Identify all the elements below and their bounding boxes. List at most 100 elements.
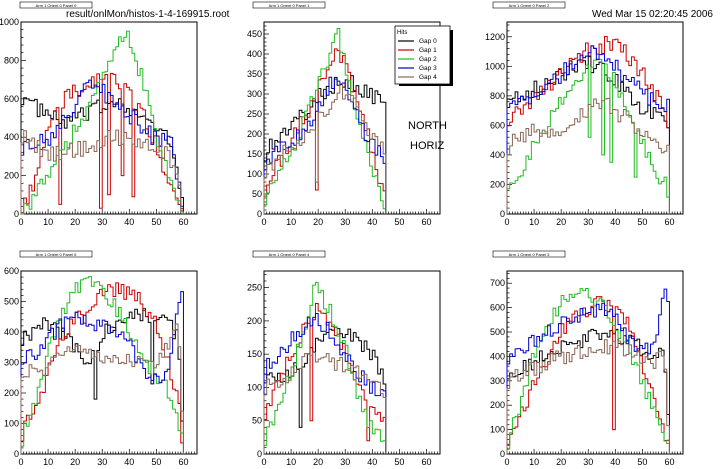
x-tick-label: 50	[394, 457, 404, 467]
series-gap-2	[263, 281, 387, 454]
x-tick-label: 50	[151, 457, 161, 467]
series-gap-3	[506, 45, 670, 214]
y-tick-label: 400	[490, 351, 505, 361]
series-gap-3	[506, 288, 670, 454]
series-gap-1	[506, 296, 670, 454]
y-tick-label: 300	[490, 376, 505, 386]
x-tick-label: 60	[178, 217, 188, 227]
plot-frame	[20, 270, 198, 455]
series-gap-3	[263, 76, 387, 214]
x-tick-label: 40	[610, 217, 620, 227]
y-tick-label: 0	[500, 449, 505, 459]
y-tick-label: 500	[4, 297, 19, 307]
x-tick-label: 60	[178, 457, 188, 467]
y-tick-label: 1000	[0, 17, 19, 27]
series-gap-2	[263, 28, 387, 214]
y-tick-label: 350	[247, 69, 262, 79]
series-gap-3	[20, 79, 184, 214]
x-tick-label: 0	[18, 217, 23, 227]
x-tick-label: 50	[637, 217, 647, 227]
panel-2: Arm 1 Orient 0 Panel 20 10 20 30 40 50 6002004…	[485, 1, 684, 227]
y-tick-label: 0	[500, 209, 505, 219]
panel-title: Arm 1 Orient 0 Panel 2	[492, 1, 566, 9]
x-tick-label: 20	[70, 457, 80, 467]
y-tick-label: 600	[490, 120, 505, 130]
y-tick-label: 300	[247, 89, 262, 99]
panel-title: Arm 1 Orient 0 Panel 3	[492, 250, 566, 258]
x-tick-label: 60	[421, 457, 431, 467]
legend-entry: Gap 4	[419, 74, 437, 81]
series-gap-2	[20, 276, 184, 454]
plot-frame	[506, 21, 684, 215]
x-tick-label: 10	[43, 217, 53, 227]
y-tick-label: 100	[4, 419, 19, 429]
north-label: NORTH	[408, 120, 447, 132]
y-tick-label: 600	[4, 266, 19, 276]
panel-title-text: Arm 1 Orient 0 Panel 2	[509, 3, 550, 8]
x-tick-label: 40	[124, 217, 134, 227]
series-gap-0	[263, 75, 387, 214]
y-tick-label: 800	[4, 55, 19, 65]
y-tick-label: 700	[490, 278, 505, 288]
x-tick-label: 40	[124, 457, 134, 467]
x-tick-label: 30	[340, 217, 350, 227]
x-tick-label: 10	[529, 457, 539, 467]
y-tick-label: 800	[490, 91, 505, 101]
x-tick-label: 0	[261, 217, 266, 227]
series-gap-1	[20, 282, 184, 454]
x-tick-label: 60	[421, 217, 431, 227]
y-tick-label: 0	[14, 209, 19, 219]
series-gap-0	[263, 326, 387, 454]
x-tick-label: 20	[70, 217, 80, 227]
y-tick-label: 250	[247, 283, 262, 293]
timestamp: Wed Mar 15 02:20:45 2006	[591, 9, 713, 20]
x-tick-label: 10	[286, 217, 296, 227]
x-tick-label: 10	[43, 457, 53, 467]
x-tick-label: 50	[394, 217, 404, 227]
panel-title-text: Arm 1 Orient 0 Panel 3	[509, 252, 550, 257]
panel-title-text: Arm 1 Orient 0 Panel 1	[269, 3, 310, 8]
panel-3: Arm 1 Orient 0 Panel 50 10 20 30 40 50 6001002…	[4, 250, 198, 467]
series-gap-4	[263, 351, 387, 454]
y-tick-label: 500	[490, 327, 505, 337]
y-tick-label: 200	[247, 316, 262, 326]
x-tick-label: 40	[367, 457, 377, 467]
panel-title-text: Arm 1 Orient 0 Panel 0	[36, 3, 77, 8]
series-gap-4	[506, 97, 670, 214]
x-tick-label: 10	[286, 457, 296, 467]
y-tick-label: 1000	[485, 61, 505, 71]
series-gap-3	[263, 312, 387, 454]
x-tick-label: 0	[504, 457, 509, 467]
x-tick-label: 60	[664, 457, 674, 467]
panel-1: Arm 1 Orient 0 Panel 1 0 10 20 30 40 50 60 0 50 10…	[247, 1, 441, 227]
y-tick-label: 400	[490, 150, 505, 160]
y-tick-label: 1200	[485, 32, 505, 42]
y-tick-label: 200	[490, 179, 505, 189]
legend-title: Hits	[397, 30, 407, 36]
x-tick-label: 30	[97, 457, 107, 467]
series-gap-1	[263, 303, 387, 454]
x-tick-label: 0	[504, 217, 509, 227]
x-tick-label: 10	[529, 217, 539, 227]
plot-frame	[263, 270, 441, 455]
y-tick-label: 0	[257, 209, 262, 219]
x-tick-label: 0	[261, 457, 266, 467]
x-tick-label: 20	[556, 217, 566, 227]
legend-entry: Gap 2	[419, 56, 437, 63]
legend: Hits Gap 0 Gap 1 Gap 2 Gap 3 Gap 4	[394, 25, 453, 86]
x-tick-label: 20	[313, 217, 323, 227]
x-tick-label: 40	[367, 217, 377, 227]
panel-0: Arm 1 Orient 0 Panel 00 10 20 30 40 50 6002004…	[0, 1, 198, 227]
y-tick-label: 50	[252, 416, 262, 426]
y-tick-label: 450	[247, 29, 262, 39]
x-tick-label: 60	[664, 217, 674, 227]
x-tick-label: 50	[151, 217, 161, 227]
series-gap-2	[506, 58, 670, 214]
x-tick-label: 40	[610, 457, 620, 467]
y-tick-label: 100	[490, 425, 505, 435]
y-tick-label: 200	[4, 171, 19, 181]
series-gap-1	[263, 48, 387, 214]
panel-title-text: Arm 1 Orient 0 Panel 4	[269, 252, 310, 257]
legend-entry: Gap 3	[419, 65, 437, 72]
